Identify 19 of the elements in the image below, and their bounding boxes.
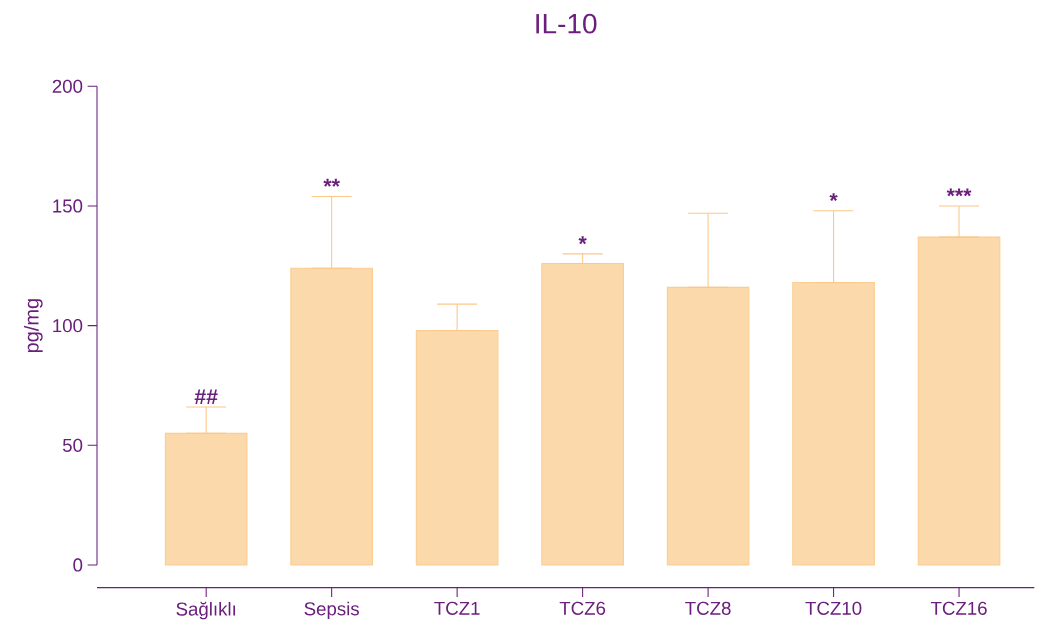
y-tick-label: 50	[62, 438, 83, 452]
annotation: ***	[946, 188, 972, 197]
chart-title: IL-10	[536, 13, 597, 34]
x-tick-label: TCZ6	[559, 601, 606, 615]
y-tick-label: 100	[53, 319, 83, 333]
y-axis-title: pg/mg	[24, 299, 43, 353]
x-tick-label: Sağlıklı	[176, 601, 235, 620]
annotation: **	[323, 178, 340, 187]
x-tick-label: Sepsis	[304, 601, 359, 620]
x-tick-label: TCZ16	[930, 601, 987, 615]
x-tick-label: TCZ8	[685, 601, 731, 615]
annotation: ##	[194, 389, 218, 405]
annotation: *	[578, 236, 587, 245]
x-tick-label: TCZ1	[434, 601, 480, 615]
y-tick-label: 0	[73, 558, 83, 572]
x-tick-label: TCZ10	[805, 601, 862, 615]
y-tick-label: 150	[53, 199, 83, 213]
y-tick-label: 200	[52, 79, 83, 93]
annotation: *	[829, 193, 838, 202]
